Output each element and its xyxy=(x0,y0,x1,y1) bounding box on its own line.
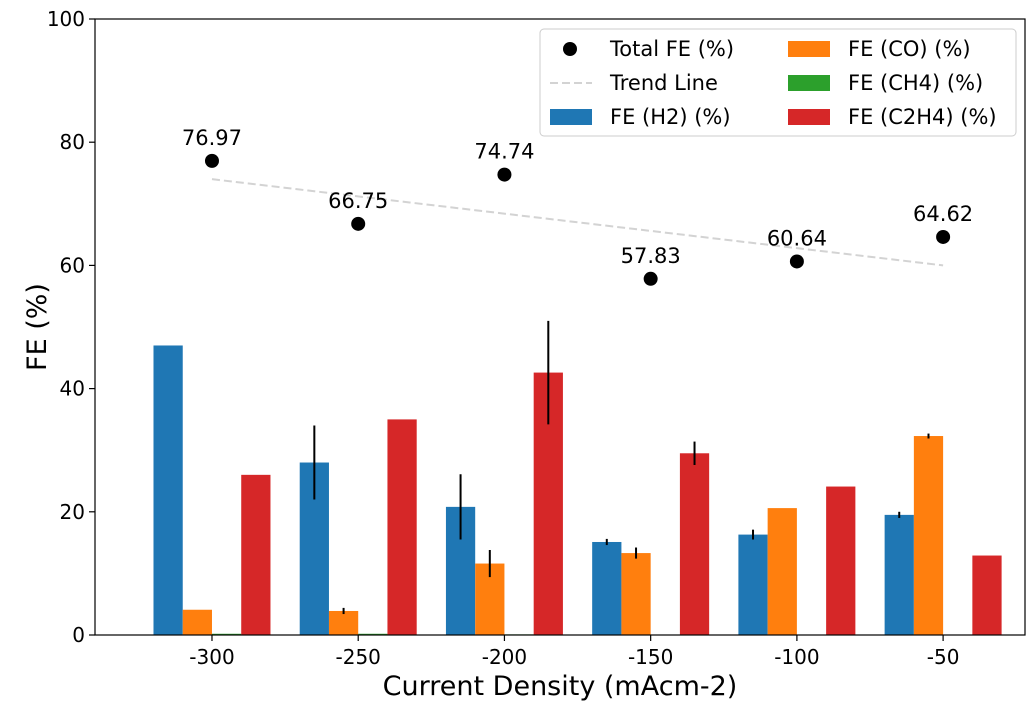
legend-marker-5 xyxy=(788,109,830,125)
bar-0-5 xyxy=(884,514,914,635)
total-point-2 xyxy=(497,167,512,182)
total-label-3: 57.83 xyxy=(621,244,681,268)
legend: Total FE (%) FE (CO) (%) Trend Line FE (CH4… xyxy=(539,28,1017,137)
bar-1-0 xyxy=(182,609,212,635)
total-point-4 xyxy=(789,254,804,269)
bar-2-0 xyxy=(211,633,242,635)
legend-marker-3 xyxy=(788,75,830,91)
total-label-0: 76.97 xyxy=(182,126,242,150)
total-point-5 xyxy=(936,229,951,244)
bar-1-3 xyxy=(621,553,651,635)
legend-label-4: FE (H2) (%) xyxy=(610,105,731,129)
y-tick-label-2: 40 xyxy=(60,377,85,401)
legend-label-1: FE (CO) (%) xyxy=(848,37,971,61)
plot-frame xyxy=(94,18,1026,636)
total-label-4: 60.64 xyxy=(767,226,827,250)
bar-3-0 xyxy=(241,474,271,635)
bar-3-1 xyxy=(387,419,417,635)
legend-label-3: FE (CH4) (%) xyxy=(848,71,983,95)
bar-1-1 xyxy=(328,610,359,635)
trend-line xyxy=(211,178,944,267)
legend-marker-0 xyxy=(563,42,577,56)
x-tick-label-1: -250 xyxy=(336,645,381,669)
y-tick-label-3: 60 xyxy=(60,253,85,277)
bar-3-4 xyxy=(826,486,856,635)
bar-0-3 xyxy=(592,541,622,635)
bar-2-1 xyxy=(358,633,388,635)
x-tick-label-0: -300 xyxy=(189,645,234,669)
trend-line-layer xyxy=(211,178,944,267)
bar-3-5 xyxy=(972,555,1002,635)
x-tick-label-5: -50 xyxy=(927,645,960,669)
x-tick-label-4: -100 xyxy=(774,645,819,669)
y-tick-label-5: 100 xyxy=(47,7,85,31)
error-bars-layer xyxy=(313,320,930,615)
bar-3-3 xyxy=(679,453,710,635)
bars-layer xyxy=(153,345,1002,635)
y-tick-label-4: 80 xyxy=(60,130,85,154)
legend-box xyxy=(539,28,1017,137)
total-point-1 xyxy=(351,216,366,231)
total-label-2: 74.74 xyxy=(474,140,534,164)
legend-label-0: Total FE (%) xyxy=(609,37,734,61)
x-axis-title: Current Density (mAcm-2) xyxy=(383,671,738,702)
total-label-1: 66.75 xyxy=(328,189,388,213)
total-label-5: 64.62 xyxy=(913,202,973,226)
legend-label-5: FE (C2H4) (%) xyxy=(848,105,997,129)
total-point-0 xyxy=(204,153,219,168)
x-tick-label-3: -150 xyxy=(628,645,673,669)
total-points-layer: 76.97 66.75 74.74 57.83 60.64 64.62 xyxy=(182,126,973,286)
axes-layer: 0 20 40 60 80 100 -300 -250 -200 -150 -100 -50 xyxy=(47,7,1026,669)
total-point-3 xyxy=(643,271,658,286)
legend-marker-4 xyxy=(550,109,592,125)
y-tick-label-0: 0 xyxy=(72,623,85,647)
y-tick-label-1: 20 xyxy=(60,500,85,524)
x-tick-label-2: -200 xyxy=(482,645,527,669)
y-axis-title: FE (%) xyxy=(22,283,53,371)
legend-marker-1 xyxy=(788,41,830,57)
legend-label-2: Trend Line xyxy=(609,71,718,95)
bar-0-0 xyxy=(153,345,183,635)
bar-1-4 xyxy=(767,508,797,635)
bar-1-5 xyxy=(913,436,944,635)
bar-0-4 xyxy=(738,534,768,635)
